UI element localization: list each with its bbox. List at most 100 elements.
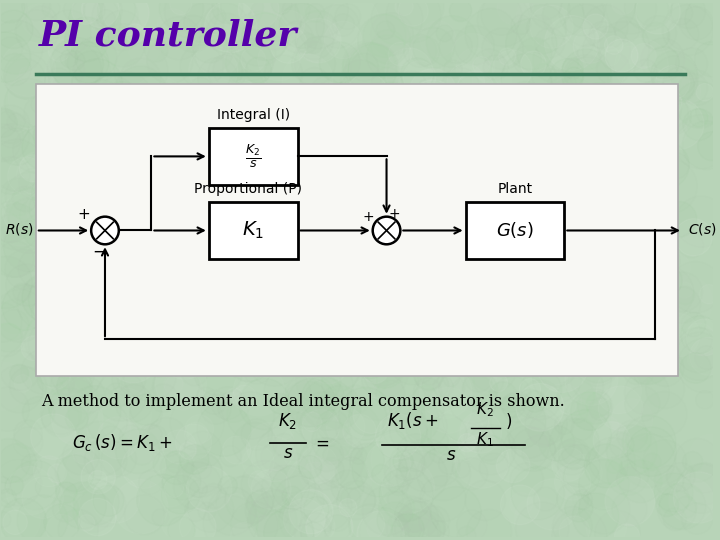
Circle shape: [426, 16, 478, 68]
Circle shape: [689, 332, 711, 354]
Circle shape: [496, 219, 523, 247]
Circle shape: [586, 392, 611, 417]
Circle shape: [241, 461, 289, 508]
Circle shape: [23, 73, 76, 127]
Circle shape: [379, 491, 415, 526]
Text: $s$: $s$: [446, 447, 456, 464]
Circle shape: [413, 266, 450, 303]
Circle shape: [583, 14, 608, 39]
Circle shape: [440, 184, 467, 211]
Circle shape: [571, 392, 609, 430]
Circle shape: [216, 174, 251, 210]
Circle shape: [397, 480, 441, 524]
Circle shape: [557, 270, 609, 322]
Circle shape: [0, 350, 40, 390]
Circle shape: [442, 263, 460, 281]
Text: +: +: [363, 210, 374, 224]
Circle shape: [562, 444, 582, 464]
Circle shape: [352, 368, 404, 420]
Circle shape: [442, 396, 488, 442]
Text: $K_1$: $K_1$: [242, 220, 264, 241]
Circle shape: [177, 452, 222, 497]
Circle shape: [0, 324, 22, 352]
Circle shape: [402, 29, 421, 49]
Text: $)$: $)$: [505, 411, 512, 431]
Circle shape: [642, 16, 676, 51]
Circle shape: [303, 249, 333, 279]
Circle shape: [201, 394, 231, 424]
Text: $G(s)$: $G(s)$: [496, 220, 534, 240]
Circle shape: [228, 70, 266, 108]
Circle shape: [451, 104, 473, 126]
Circle shape: [611, 96, 631, 116]
Circle shape: [75, 37, 117, 79]
Circle shape: [635, 0, 669, 26]
Circle shape: [675, 81, 720, 128]
Circle shape: [532, 64, 557, 89]
Circle shape: [174, 193, 220, 240]
Circle shape: [552, 110, 589, 146]
Circle shape: [303, 233, 347, 276]
Circle shape: [37, 362, 68, 394]
Circle shape: [292, 42, 336, 85]
Circle shape: [544, 319, 579, 354]
Text: Plant: Plant: [498, 182, 533, 196]
Circle shape: [605, 39, 638, 72]
Circle shape: [521, 198, 567, 244]
Circle shape: [42, 267, 74, 299]
Circle shape: [193, 211, 224, 241]
Circle shape: [91, 217, 119, 244]
Circle shape: [179, 509, 216, 540]
Circle shape: [305, 37, 322, 53]
Circle shape: [261, 234, 289, 262]
Circle shape: [272, 349, 305, 382]
Circle shape: [376, 414, 420, 459]
Circle shape: [365, 348, 405, 388]
Circle shape: [289, 490, 333, 534]
Circle shape: [521, 255, 564, 299]
Circle shape: [81, 0, 119, 28]
Circle shape: [351, 15, 373, 36]
Circle shape: [0, 438, 30, 483]
Circle shape: [562, 49, 611, 99]
Circle shape: [458, 98, 480, 120]
Circle shape: [86, 44, 110, 68]
Circle shape: [225, 202, 269, 247]
Circle shape: [315, 185, 366, 237]
Circle shape: [72, 59, 123, 110]
Circle shape: [336, 446, 370, 480]
Circle shape: [603, 325, 647, 368]
Circle shape: [0, 108, 17, 137]
Circle shape: [478, 113, 500, 134]
Circle shape: [72, 185, 120, 234]
Circle shape: [116, 429, 160, 474]
Circle shape: [161, 350, 185, 374]
Circle shape: [683, 451, 703, 472]
Circle shape: [91, 258, 125, 292]
Circle shape: [444, 60, 462, 79]
Circle shape: [524, 390, 546, 412]
Circle shape: [38, 250, 91, 302]
Text: $G_c\,(s) = K_1 +$: $G_c\,(s) = K_1 +$: [73, 433, 173, 454]
Circle shape: [623, 190, 660, 227]
Circle shape: [675, 219, 712, 256]
Circle shape: [65, 17, 109, 62]
Circle shape: [636, 0, 680, 34]
Circle shape: [156, 415, 191, 449]
Text: Proportional (P): Proportional (P): [194, 182, 302, 196]
Circle shape: [279, 3, 324, 48]
Circle shape: [615, 17, 639, 42]
Circle shape: [68, 227, 93, 252]
Circle shape: [670, 414, 720, 464]
Circle shape: [68, 386, 121, 438]
Circle shape: [504, 262, 552, 310]
Circle shape: [84, 0, 122, 30]
Circle shape: [618, 236, 654, 273]
Circle shape: [2, 285, 48, 330]
Circle shape: [457, 207, 489, 239]
Circle shape: [624, 0, 672, 30]
Circle shape: [521, 248, 546, 273]
Text: $C(s)$: $C(s)$: [688, 220, 716, 237]
Circle shape: [661, 201, 697, 237]
Circle shape: [328, 82, 359, 113]
